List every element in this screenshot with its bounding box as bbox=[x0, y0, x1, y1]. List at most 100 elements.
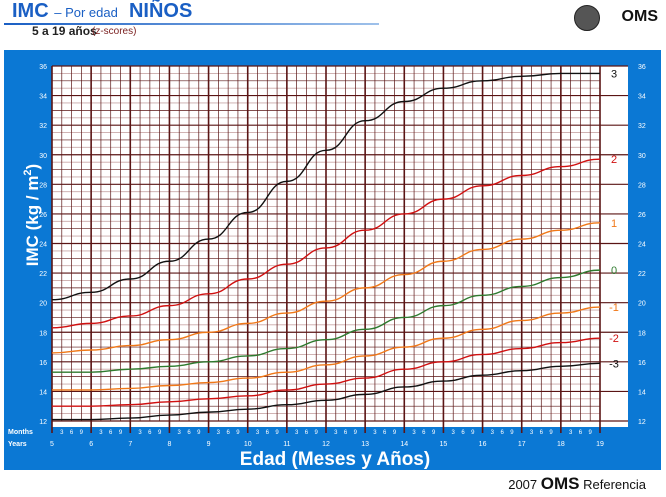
month-tick-label: 9 bbox=[158, 430, 162, 436]
x-tick-label: 16 bbox=[479, 441, 487, 448]
y-tick-label-right: 36 bbox=[638, 64, 646, 71]
month-tick-label: 6 bbox=[187, 430, 191, 436]
series-label-z-3: -3 bbox=[609, 358, 619, 370]
y-tick-label-left: 32 bbox=[39, 123, 47, 130]
month-tick-label: 9 bbox=[549, 430, 553, 436]
y-tick-label-right: 28 bbox=[638, 182, 646, 189]
y-tick-label-left: 34 bbox=[39, 94, 47, 101]
month-tick-label: 3 bbox=[256, 430, 260, 436]
x-tick-label: 10 bbox=[244, 441, 252, 448]
month-tick-label: 6 bbox=[579, 430, 583, 436]
plot-area bbox=[52, 66, 628, 427]
y-tick-label-right: 26 bbox=[638, 212, 646, 219]
x-tick-label: 19 bbox=[596, 441, 604, 448]
month-tick-label: 3 bbox=[530, 430, 534, 436]
y-axis-title-sup: 2 bbox=[22, 169, 34, 175]
series-line-z2 bbox=[51, 158, 601, 329]
y-tick-label-left: 24 bbox=[39, 242, 47, 249]
month-tick-label: 3 bbox=[569, 430, 573, 436]
month-tick-label: 3 bbox=[334, 430, 338, 436]
month-tick-label: 3 bbox=[373, 430, 377, 436]
y-tick-label-right: 32 bbox=[638, 123, 646, 130]
month-tick-label: 6 bbox=[109, 430, 113, 436]
month-tick-label: 6 bbox=[226, 430, 230, 436]
month-tick-label: 6 bbox=[344, 430, 348, 436]
y-tick-label-right: 20 bbox=[638, 301, 646, 308]
y-tick-label-left: 16 bbox=[39, 360, 47, 367]
y-tick-label-right: 34 bbox=[638, 94, 646, 101]
y-tick-label-left: 22 bbox=[39, 271, 47, 278]
month-tick-label: 9 bbox=[197, 430, 201, 436]
y-tick-label-right: 16 bbox=[638, 360, 646, 367]
x-tick-label: 5 bbox=[50, 441, 54, 448]
month-tick-label: 6 bbox=[148, 430, 152, 436]
y-tick-label-left: 12 bbox=[39, 419, 47, 426]
y-tick-label-right: 22 bbox=[638, 271, 646, 278]
y-tick-label-right: 14 bbox=[638, 389, 646, 396]
y-tick-label-left: 28 bbox=[39, 182, 47, 189]
title-underline bbox=[4, 23, 379, 25]
month-tick-label: 9 bbox=[432, 430, 436, 436]
month-tick-label: 3 bbox=[412, 430, 416, 436]
month-tick-label: 3 bbox=[217, 430, 221, 436]
title-mid: – Por edad bbox=[54, 5, 118, 20]
month-tick-label: 9 bbox=[275, 430, 279, 436]
footer: 2007 OMS Referencia bbox=[508, 474, 646, 494]
month-tick-label: 6 bbox=[70, 430, 74, 436]
month-tick-label: 6 bbox=[500, 430, 504, 436]
x-tick-label: 15 bbox=[440, 441, 448, 448]
y-tick-label-right: 12 bbox=[638, 419, 646, 426]
month-tick-label: 3 bbox=[491, 430, 495, 436]
x-tick-label: 11 bbox=[283, 441, 290, 448]
org-name: OMS bbox=[621, 8, 658, 25]
month-tick-label: 6 bbox=[383, 430, 387, 436]
months-row-label: Months bbox=[8, 429, 33, 436]
y-tick-label-left: 30 bbox=[39, 153, 47, 160]
series-label-z-1: -1 bbox=[609, 302, 619, 314]
y-tick-label-left: 26 bbox=[39, 212, 47, 219]
series-line-z1 bbox=[51, 222, 601, 354]
series-label-z1: 1 bbox=[611, 218, 617, 230]
y-tick-label-right: 24 bbox=[638, 242, 646, 249]
month-tick-label: 9 bbox=[589, 430, 593, 436]
title-sex: NIÑOS bbox=[128, 0, 193, 22]
footer-year: 2007 bbox=[508, 477, 538, 492]
y-tick-label-left: 36 bbox=[39, 64, 47, 71]
series-label-z0: 0 bbox=[611, 265, 617, 277]
series-line-z0 bbox=[51, 269, 601, 373]
y-tick-label-right: 30 bbox=[638, 153, 646, 160]
month-tick-label: 9 bbox=[354, 430, 358, 436]
x-axis-title: Edad (Meses y Años) bbox=[240, 449, 430, 470]
x-tick-label: 12 bbox=[322, 441, 330, 448]
month-tick-label: 3 bbox=[295, 430, 299, 436]
x-tick-label: 18 bbox=[557, 441, 565, 448]
y-tick-label-left: 18 bbox=[39, 330, 47, 337]
month-tick-label: 6 bbox=[461, 430, 465, 436]
y-tick-label-left: 20 bbox=[39, 301, 47, 308]
month-tick-label: 9 bbox=[471, 430, 475, 436]
x-tick-label: 14 bbox=[400, 441, 408, 448]
month-tick-label: 6 bbox=[422, 430, 426, 436]
month-tick-label: 9 bbox=[119, 430, 123, 436]
x-tick-label: 8 bbox=[167, 441, 171, 448]
series-line-z-1 bbox=[52, 306, 601, 391]
subtitle: 5 a 19 años bbox=[32, 24, 97, 38]
y-axis-title-close: ) bbox=[23, 164, 42, 170]
series-label-z3: 3 bbox=[611, 68, 617, 80]
x-tick-label: 7 bbox=[128, 441, 132, 448]
series-line-z-2 bbox=[52, 337, 601, 407]
x-tick-label: 17 bbox=[518, 441, 526, 448]
month-tick-label: 3 bbox=[99, 430, 103, 436]
series-label-z-2: -2 bbox=[609, 333, 619, 345]
series-line-z3 bbox=[51, 72, 601, 301]
who-logo-icon bbox=[574, 5, 600, 31]
y-tick-label-left: 14 bbox=[39, 389, 47, 396]
years-row-label: Years bbox=[8, 441, 27, 448]
x-tick-label: 9 bbox=[207, 441, 211, 448]
month-tick-label: 3 bbox=[452, 430, 456, 436]
month-tick-label: 9 bbox=[236, 430, 240, 436]
title-main: IMC bbox=[12, 0, 49, 22]
x-tick-label: 13 bbox=[361, 441, 369, 448]
month-tick-label: 3 bbox=[60, 430, 64, 436]
